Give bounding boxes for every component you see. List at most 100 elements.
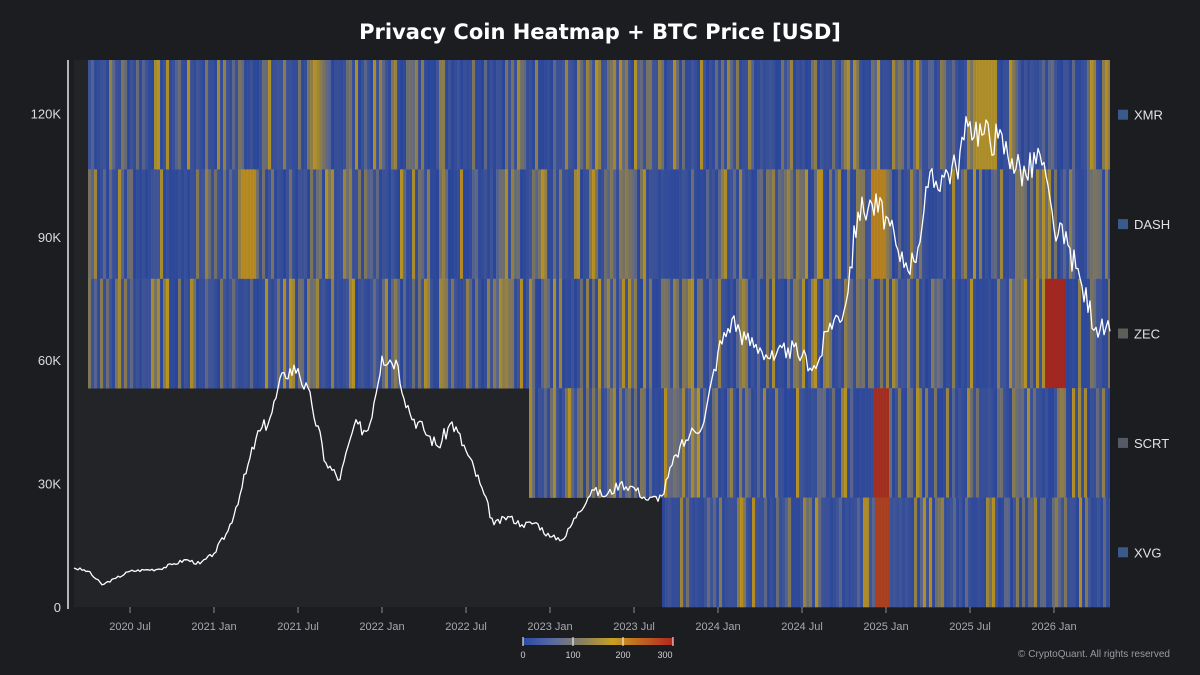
heatmap-cell xyxy=(505,278,509,389)
heatmap-cell xyxy=(868,278,872,389)
heatmap-cell xyxy=(1015,169,1019,280)
heatmap-cell xyxy=(628,60,632,170)
heatmap-cell xyxy=(607,388,611,498)
heatmap-cell xyxy=(829,388,833,498)
heatmap-cell xyxy=(697,60,701,170)
heatmap-cell xyxy=(727,60,731,170)
heatmap-cell xyxy=(1075,169,1079,280)
heatmap-cell xyxy=(877,278,881,389)
heatmap-cell xyxy=(334,169,338,280)
heatmap-cell xyxy=(283,169,287,280)
heatmap-cell xyxy=(1073,497,1077,608)
heatmap-cell xyxy=(658,388,662,498)
heatmap-cell xyxy=(883,388,887,498)
heatmap-cell xyxy=(991,278,995,389)
heatmap-cell xyxy=(712,278,716,389)
heatmap-cell xyxy=(655,60,659,170)
heatmap-cell xyxy=(1021,60,1025,170)
heatmap-cell xyxy=(487,169,491,280)
heatmap-cell xyxy=(610,388,614,498)
heatmap-cell xyxy=(763,60,767,170)
heatmap-cell xyxy=(208,278,212,389)
heatmap-cell xyxy=(1093,169,1097,280)
heatmap-cell xyxy=(139,60,143,170)
heatmap-cell xyxy=(836,497,840,608)
heatmap-cell xyxy=(967,169,971,280)
heatmap-cell xyxy=(787,388,791,498)
heatmap-cell xyxy=(874,60,878,170)
heatmap-cell xyxy=(775,388,779,498)
heatmap-cell xyxy=(145,169,149,280)
heatmap-cell xyxy=(1078,278,1082,389)
heatmap-cell xyxy=(670,169,674,280)
heatmap-cell xyxy=(859,60,863,170)
heatmap-cell xyxy=(454,60,458,170)
heatmap-cell xyxy=(268,169,272,280)
heatmap-cell xyxy=(445,60,449,170)
heatmap-cell xyxy=(220,60,224,170)
heatmap-cell xyxy=(601,278,605,389)
heatmap-cell xyxy=(955,60,959,170)
heatmap-cell xyxy=(694,169,698,280)
heatmap-cell xyxy=(346,278,350,389)
color-scale-label: 100 xyxy=(565,650,580,660)
heatmap-cell xyxy=(250,169,254,280)
heatmap-cell xyxy=(830,497,834,608)
heatmap-cell xyxy=(851,497,855,608)
heatmap-cell xyxy=(878,497,882,608)
heatmap-cell xyxy=(1006,278,1010,389)
heatmap-cell xyxy=(556,388,560,498)
heatmap-cell xyxy=(932,497,936,608)
heatmap-cell xyxy=(601,60,605,170)
heatmap-cell xyxy=(367,278,371,389)
legend-label-xvg: XVG xyxy=(1134,545,1161,560)
heatmap-cell xyxy=(946,388,950,498)
heatmap-cell xyxy=(1049,497,1053,608)
heatmap-cell xyxy=(415,60,419,170)
heatmap-cell xyxy=(142,278,146,389)
heatmap-cell xyxy=(766,278,770,389)
heatmap-cell xyxy=(976,388,980,498)
heatmap-cell xyxy=(265,60,269,170)
heatmap-cell xyxy=(832,60,836,170)
heatmap-cell xyxy=(745,60,749,170)
heatmap-cell xyxy=(914,497,918,608)
heatmap-cell xyxy=(964,278,968,389)
heatmap-cell xyxy=(193,278,197,389)
heatmap-cell xyxy=(688,278,692,389)
heatmap-cell xyxy=(97,60,101,170)
heatmap-cell xyxy=(589,388,593,498)
heatmap-cell xyxy=(1018,388,1022,498)
heatmap-cell xyxy=(136,169,140,280)
heatmap-cell xyxy=(958,388,962,498)
heatmap-cell xyxy=(1003,388,1007,498)
heatmap-cell xyxy=(724,169,728,280)
heatmap-cell xyxy=(781,278,785,389)
heatmap-cell xyxy=(661,60,665,170)
heatmap-cell xyxy=(196,60,200,170)
heatmap-cell xyxy=(967,388,971,498)
y-tick-label: 120K xyxy=(31,106,62,121)
heatmap-cell xyxy=(892,388,896,498)
heatmap-cell xyxy=(952,278,956,389)
heatmap-cell xyxy=(388,60,392,170)
heatmap-cell xyxy=(997,60,1001,170)
legend-label-xmr: XMR xyxy=(1134,108,1163,123)
heatmap-cell xyxy=(202,60,206,170)
heatmap-cell xyxy=(1036,388,1040,498)
heatmap-cell xyxy=(928,388,932,498)
heatmap-cell xyxy=(349,169,353,280)
heatmap-cell xyxy=(427,278,431,389)
heatmap-cell xyxy=(151,169,155,280)
heatmap-cell xyxy=(1042,60,1046,170)
heatmap-cell xyxy=(1027,388,1031,498)
heatmap-cell xyxy=(799,278,803,389)
heatmap-cell xyxy=(328,169,332,280)
heatmap-cell xyxy=(640,60,644,170)
heatmap-cell xyxy=(628,388,632,498)
heatmap-cell xyxy=(430,60,434,170)
heatmap-cell xyxy=(253,169,257,280)
heatmap-cell xyxy=(736,169,740,280)
heatmap-cell xyxy=(791,497,795,608)
heatmap-cell xyxy=(718,60,722,170)
